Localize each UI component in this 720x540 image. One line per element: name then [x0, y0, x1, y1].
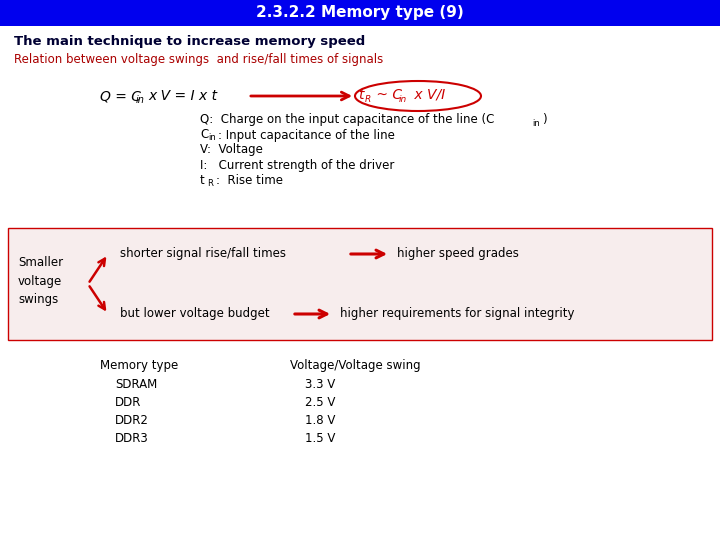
- Text: DDR: DDR: [115, 396, 141, 409]
- Text: SDRAM: SDRAM: [115, 379, 157, 392]
- Bar: [8, 228, 712, 340]
- Text: Relation between voltage swings  and rise/fall times of signals: Relation between voltage swings and rise…: [14, 53, 383, 66]
- Text: Q = C: Q = C: [100, 89, 141, 103]
- Text: shorter signal rise/fall times: shorter signal rise/fall times: [120, 247, 286, 260]
- Text: higher speed grades: higher speed grades: [397, 247, 519, 260]
- Text: 1.5 V: 1.5 V: [305, 433, 336, 446]
- Bar: [0, 0, 720, 26]
- Text: t: t: [358, 88, 364, 102]
- Text: I:   Current strength of the driver: I: Current strength of the driver: [200, 159, 395, 172]
- Text: in: in: [532, 118, 540, 127]
- Text: DDR2: DDR2: [115, 415, 149, 428]
- Text: R: R: [365, 96, 372, 105]
- Text: in: in: [208, 133, 216, 143]
- Text: DDR3: DDR3: [115, 433, 149, 446]
- Text: x V = I x t: x V = I x t: [148, 89, 217, 103]
- Text: ~ C: ~ C: [372, 88, 402, 102]
- Text: Smaller
voltage
swings: Smaller voltage swings: [18, 255, 63, 307]
- Text: Memory type: Memory type: [100, 359, 179, 372]
- Text: :  Rise time: : Rise time: [216, 173, 283, 186]
- Text: t: t: [200, 173, 204, 186]
- Text: 2.5 V: 2.5 V: [305, 396, 336, 409]
- Text: Voltage/Voltage swing: Voltage/Voltage swing: [290, 359, 420, 372]
- Text: 3.3 V: 3.3 V: [305, 379, 336, 392]
- Text: but lower voltage budget: but lower voltage budget: [120, 307, 269, 321]
- Text: V:  Voltage: V: Voltage: [200, 144, 263, 157]
- Text: in: in: [399, 96, 408, 105]
- Text: ): ): [542, 113, 546, 126]
- Text: higher requirements for signal integrity: higher requirements for signal integrity: [340, 307, 575, 321]
- Text: : Input capacitance of the line: : Input capacitance of the line: [218, 129, 395, 141]
- Text: C: C: [200, 129, 208, 141]
- Text: 2.3.2.2 Memory type (9): 2.3.2.2 Memory type (9): [256, 5, 464, 21]
- Text: Q:  Charge on the input capacitance of the line (C: Q: Charge on the input capacitance of th…: [200, 113, 495, 126]
- Text: R: R: [207, 179, 213, 187]
- Text: in: in: [136, 95, 145, 105]
- Text: The main technique to increase memory speed: The main technique to increase memory sp…: [14, 36, 365, 49]
- Text: x V/I: x V/I: [410, 88, 445, 102]
- Text: 1.8 V: 1.8 V: [305, 415, 336, 428]
